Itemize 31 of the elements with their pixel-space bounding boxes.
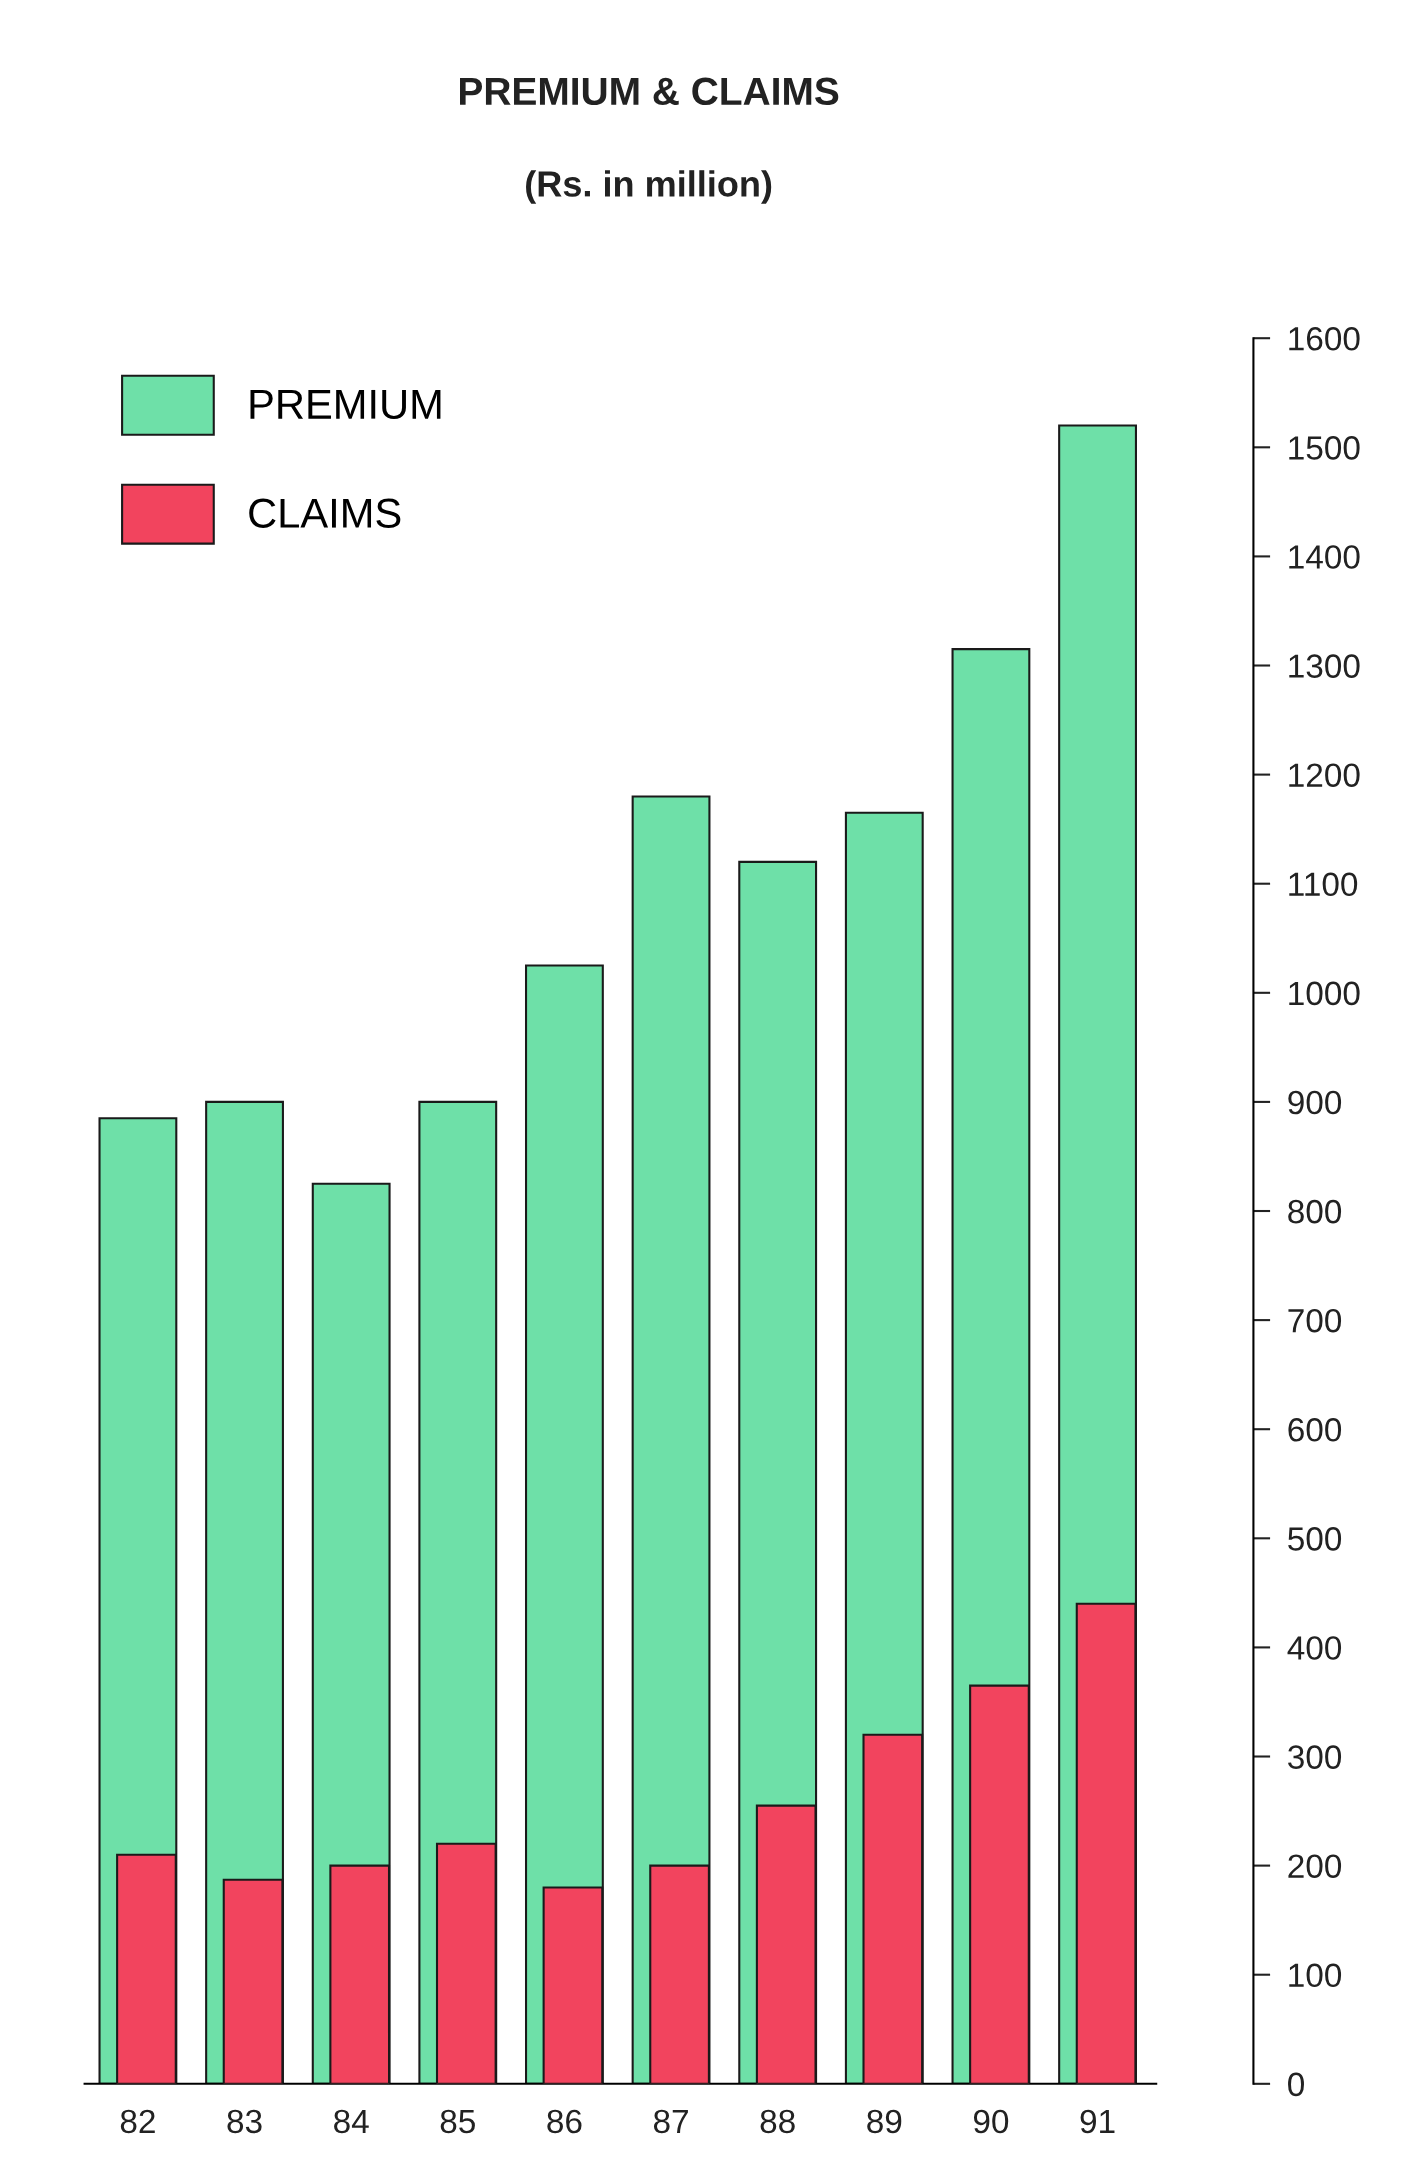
y-tick-label: 600: [1288, 1418, 1342, 1442]
y-tick-label: 400: [1287, 1636, 1342, 1660]
y-tick-label: 700: [1288, 1308, 1342, 1333]
x-tick-label: 82: [120, 2109, 155, 2134]
legend-label: CLAIMS: [249, 498, 401, 528]
y-tick-label: 1500: [1289, 436, 1360, 460]
y-tick-label: 0: [1288, 2072, 1304, 2097]
x-tick-label: 88: [760, 2109, 795, 2134]
y-tick-label: 1000: [1289, 981, 1360, 1006]
x-tick-label: 83: [227, 2109, 262, 2134]
legend-label: PREMIUM: [250, 389, 441, 420]
y-tick-label: 1100: [1289, 872, 1358, 897]
x-tick-label: 89: [867, 2109, 902, 2134]
x-tick-label: 90: [973, 2109, 1009, 2134]
x-tick-label: 85: [440, 2109, 475, 2134]
x-tick-label: 86: [547, 2109, 582, 2134]
x-tick-label: 87: [653, 2109, 688, 2134]
y-tick-label: 1400: [1289, 545, 1360, 569]
chart-title: PREMIUM & CLAIMS: [460, 77, 839, 106]
y-tick-label: 300: [1288, 1745, 1342, 1769]
y-tick-label: 900: [1288, 1090, 1342, 1115]
y-tick-label: 800: [1288, 1199, 1342, 1224]
y-tick-label: 1600: [1289, 327, 1360, 351]
y-tick-label: 200: [1288, 1854, 1342, 1879]
chart-subtitle: (Rs. in million): [526, 170, 772, 204]
y-tick-label: 1200: [1289, 763, 1360, 788]
y-tick-label: 100: [1289, 1963, 1342, 1988]
y-tick-label: 500: [1288, 1527, 1342, 1551]
x-tick-label: 91: [1080, 2109, 1115, 2134]
x-tick-label: 84: [334, 2109, 369, 2134]
y-tick-label: 1300: [1289, 654, 1360, 678]
